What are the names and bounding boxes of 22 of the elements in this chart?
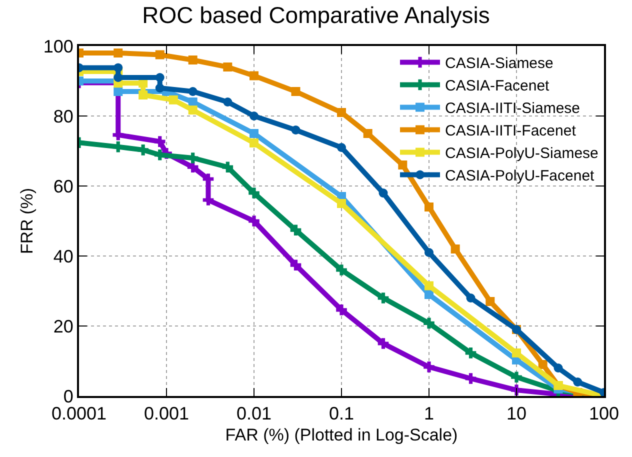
x-tick-label: 1 bbox=[424, 404, 434, 424]
x-tick-label: 0.1 bbox=[328, 404, 354, 424]
y-tick-label: 100 bbox=[43, 36, 74, 56]
y-tick-label: 80 bbox=[53, 106, 74, 126]
y-tick-label: 20 bbox=[53, 316, 74, 336]
x-tick-label: 0.01 bbox=[236, 404, 272, 424]
legend-label: CASIA-PolyU-Facenet bbox=[445, 168, 596, 185]
x-tick-label: 0.001 bbox=[144, 404, 190, 424]
x-tick-label: 100 bbox=[588, 404, 620, 424]
x-tick-label: 10 bbox=[506, 404, 527, 424]
legend-label: CASIA-IITI-Facenet bbox=[445, 122, 577, 140]
chart-title: ROC based Comparative Analysis bbox=[142, 2, 490, 28]
y-tick-label: 40 bbox=[53, 246, 74, 266]
y-tick-label: 0 bbox=[63, 386, 74, 406]
y-axis-title: FRR (%) bbox=[17, 188, 36, 254]
legend-label: CASIA-Facenet bbox=[445, 78, 550, 95]
legend-label: CASIA-PolyU-Siamese bbox=[445, 145, 598, 162]
x-axis-title: FAR (%) (Plotted in Log-Scale) bbox=[225, 426, 458, 444]
legend-label: CASIA-Siamese bbox=[445, 55, 554, 72]
x-tick-label: 0.0001 bbox=[51, 404, 107, 424]
legend-label: CASIA-IITI-Siamese bbox=[445, 100, 580, 118]
y-tick-label: 60 bbox=[53, 176, 74, 196]
